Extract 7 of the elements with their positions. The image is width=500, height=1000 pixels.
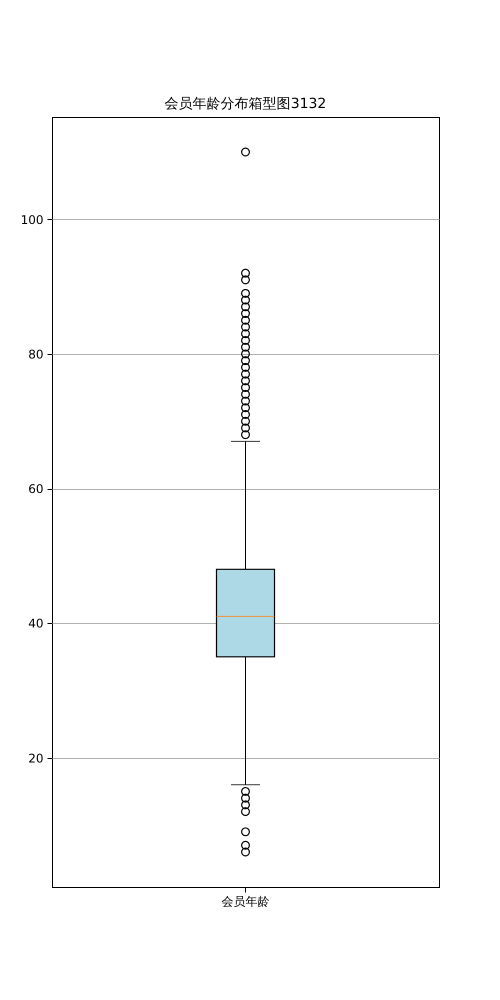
y-tick-label: 60: [28, 482, 44, 496]
y-tick-label: 40: [28, 616, 44, 631]
chart-title: 会员年龄分布箱型图3132: [164, 96, 326, 112]
y-tick-label: 20: [28, 751, 44, 766]
y-tick-label: 100: [20, 212, 44, 227]
x-tick-label: 会员年龄: [222, 894, 270, 908]
y-tick-label: 80: [28, 347, 44, 362]
